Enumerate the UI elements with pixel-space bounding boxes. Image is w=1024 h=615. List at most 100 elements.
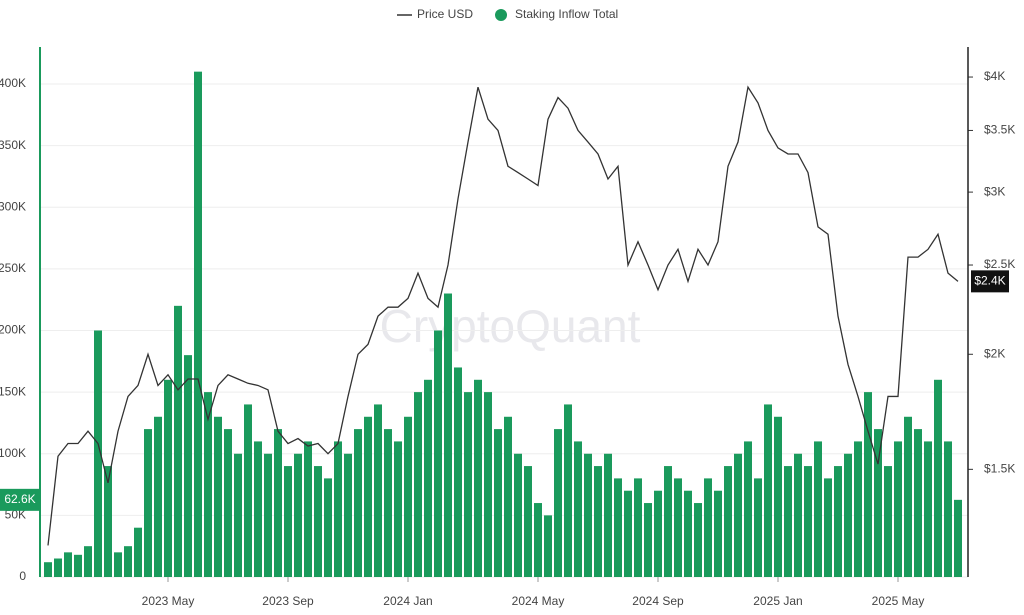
x-tick-label: 2024 May — [512, 594, 565, 608]
y-tick-label: 200K — [0, 323, 26, 337]
y-tick-label: 300K — [0, 199, 26, 213]
bar — [394, 441, 402, 577]
bar — [544, 515, 552, 577]
bar — [354, 429, 362, 577]
x-tick-label: 2025 May — [872, 594, 925, 608]
legend-label: Price USD — [417, 7, 473, 21]
bar — [194, 71, 202, 578]
bar — [594, 466, 602, 577]
x-tick-label: 2024 Sep — [632, 594, 684, 608]
bar — [444, 293, 452, 577]
y2-tick-label: $4K — [984, 69, 1005, 83]
bar — [724, 466, 732, 577]
bar — [934, 379, 942, 577]
bar — [134, 527, 142, 577]
bar — [604, 453, 612, 577]
y2-tick-label: $3K — [984, 184, 1005, 198]
bar — [944, 441, 952, 577]
bar — [464, 392, 472, 577]
last-value-label: 62.6K — [4, 492, 35, 506]
bar — [844, 453, 852, 577]
y-tick-label: 400K — [0, 76, 26, 90]
bar — [104, 466, 112, 577]
x-tick-label: 2025 Jan — [753, 594, 802, 608]
bar — [674, 478, 682, 577]
bar — [384, 429, 392, 577]
bar — [514, 453, 522, 577]
bar — [424, 379, 432, 577]
bar — [764, 404, 772, 577]
bar — [164, 379, 172, 577]
bar — [884, 466, 892, 577]
last-value-label: $2.4K — [974, 274, 1005, 288]
y-tick-label: 0 — [19, 569, 26, 583]
bar — [114, 552, 122, 577]
bar — [664, 466, 672, 577]
bar — [954, 499, 962, 577]
bar — [364, 416, 372, 577]
bar — [854, 441, 862, 577]
bar — [284, 466, 292, 577]
bar — [184, 355, 192, 577]
bar — [234, 453, 242, 577]
legend-dot — [495, 9, 508, 21]
bar — [704, 478, 712, 577]
bar — [654, 490, 662, 577]
last-value-marker — [971, 270, 1009, 293]
y-tick-label: 250K — [0, 261, 26, 275]
bar — [524, 466, 532, 577]
bar — [294, 453, 302, 577]
bar — [174, 305, 182, 577]
bar — [54, 558, 62, 577]
bar — [734, 453, 742, 577]
bar — [434, 330, 442, 577]
bar — [154, 416, 162, 577]
bar — [74, 554, 82, 577]
bar — [344, 453, 352, 577]
bar — [224, 429, 232, 577]
bar — [144, 429, 152, 577]
bar — [244, 404, 252, 577]
bar — [744, 441, 752, 577]
y-tick-label: 150K — [0, 384, 26, 398]
bar — [334, 441, 342, 577]
bar — [684, 490, 692, 577]
bar — [494, 429, 502, 577]
bar — [534, 503, 542, 577]
x-tick-label: 2023 May — [142, 594, 195, 608]
bar — [214, 416, 222, 577]
bar — [564, 404, 572, 577]
bar — [454, 367, 462, 577]
bar — [584, 453, 592, 577]
bar — [94, 330, 102, 577]
bar — [254, 441, 262, 577]
bar — [864, 392, 872, 577]
y-tick-label: 50K — [5, 508, 26, 522]
y2-tick-label: $3.5K — [984, 123, 1015, 137]
y2-tick-label: $2.5K — [984, 257, 1015, 271]
bar — [484, 392, 492, 577]
bar — [84, 546, 92, 577]
bar — [614, 478, 622, 577]
bar — [904, 416, 912, 577]
bar — [914, 429, 922, 577]
last-value-marker — [0, 488, 40, 511]
price-line — [47, 85, 959, 546]
bar — [634, 478, 642, 577]
y-tick-label: 350K — [0, 138, 26, 152]
legend-label: Staking Inflow Total — [515, 7, 618, 21]
bar — [804, 466, 812, 577]
x-tick-label: 2023 Sep — [262, 594, 314, 608]
y2-tick-label: $1.5K — [984, 462, 1015, 476]
bar — [414, 392, 422, 577]
bar — [574, 441, 582, 577]
bar — [824, 478, 832, 577]
watermark: CryptoQuant — [380, 300, 641, 352]
x-tick-label: 2024 Jan — [383, 594, 432, 608]
bar — [404, 416, 412, 577]
bar — [64, 552, 72, 577]
bar — [814, 441, 822, 577]
bar — [274, 429, 282, 577]
bar — [714, 490, 722, 577]
